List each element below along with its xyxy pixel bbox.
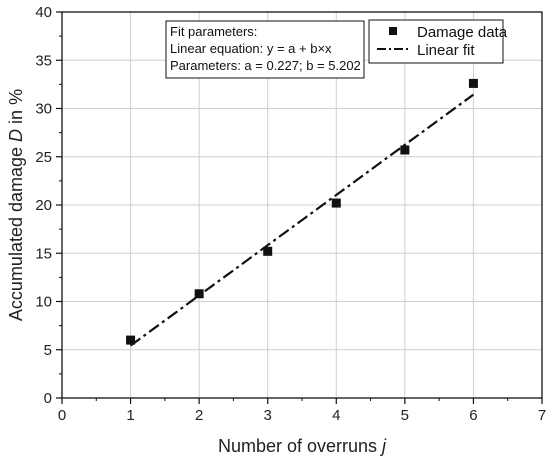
- x-tick-label: 1: [126, 407, 134, 424]
- y-tick-label: 20: [35, 197, 52, 214]
- data-point: [194, 289, 204, 299]
- y-tick-label: 10: [35, 294, 52, 311]
- legend-label-damage-data: Damage data: [417, 24, 508, 41]
- y-axis-unit: in %: [6, 89, 26, 124]
- y-tick-label: 5: [44, 342, 52, 359]
- fit-box-line-1: Fit parameters:: [170, 24, 257, 39]
- data-point: [126, 335, 136, 345]
- x-tick-label: 2: [195, 407, 203, 424]
- fit-box-frame: [165, 20, 365, 79]
- y-tick-label: 30: [35, 101, 52, 118]
- y-tick-label: 0: [44, 390, 52, 407]
- x-tick-label: 7: [538, 407, 546, 424]
- x-tick-label: 0: [58, 407, 66, 424]
- fit-line-layer: [129, 93, 475, 347]
- data-point: [468, 78, 478, 88]
- data-point: [400, 145, 410, 155]
- x-tick-label: 4: [332, 407, 340, 424]
- y-tick-label: 40: [35, 4, 52, 21]
- x-tick-label: 5: [401, 407, 409, 424]
- legend-label-linear-fit: Linear fit: [417, 42, 475, 59]
- x-tick-label: 3: [264, 407, 272, 424]
- tick-labels: 0 1 2 3 4 5 6 7 0 5 10 15 20 25 30 35 40: [35, 4, 546, 424]
- legend: Damage data Linear fit: [368, 19, 508, 64]
- fit-parameters-box: Fit parameters: Linear equation: y = a +…: [165, 20, 365, 79]
- fit-box-line-2: Linear equation: y = a + b×x: [170, 41, 332, 56]
- y-axis-label: Accumulated damage: [6, 147, 26, 321]
- data-point-layer: [126, 78, 478, 345]
- x-axis-variable: j: [379, 436, 387, 456]
- y-tick-label: 25: [35, 149, 52, 166]
- y-tick-label: 15: [35, 245, 52, 262]
- x-axis-label: Number of overruns: [218, 436, 377, 456]
- data-point: [263, 246, 273, 256]
- x-axis-title: Number of overruns j: [218, 436, 387, 456]
- x-tick-label: 6: [469, 407, 477, 424]
- axes: [56, 11, 543, 404]
- legend-marker-square: [389, 27, 397, 35]
- y-axis-title: Accumulated damage D in %: [6, 89, 26, 321]
- y-tick-label: 35: [35, 52, 52, 69]
- y-axis-variable: D: [6, 129, 26, 142]
- data-point: [331, 198, 341, 208]
- fit-line: [129, 93, 475, 347]
- fit-box-line-3: Parameters: a = 0.227; b = 5.202: [170, 58, 361, 73]
